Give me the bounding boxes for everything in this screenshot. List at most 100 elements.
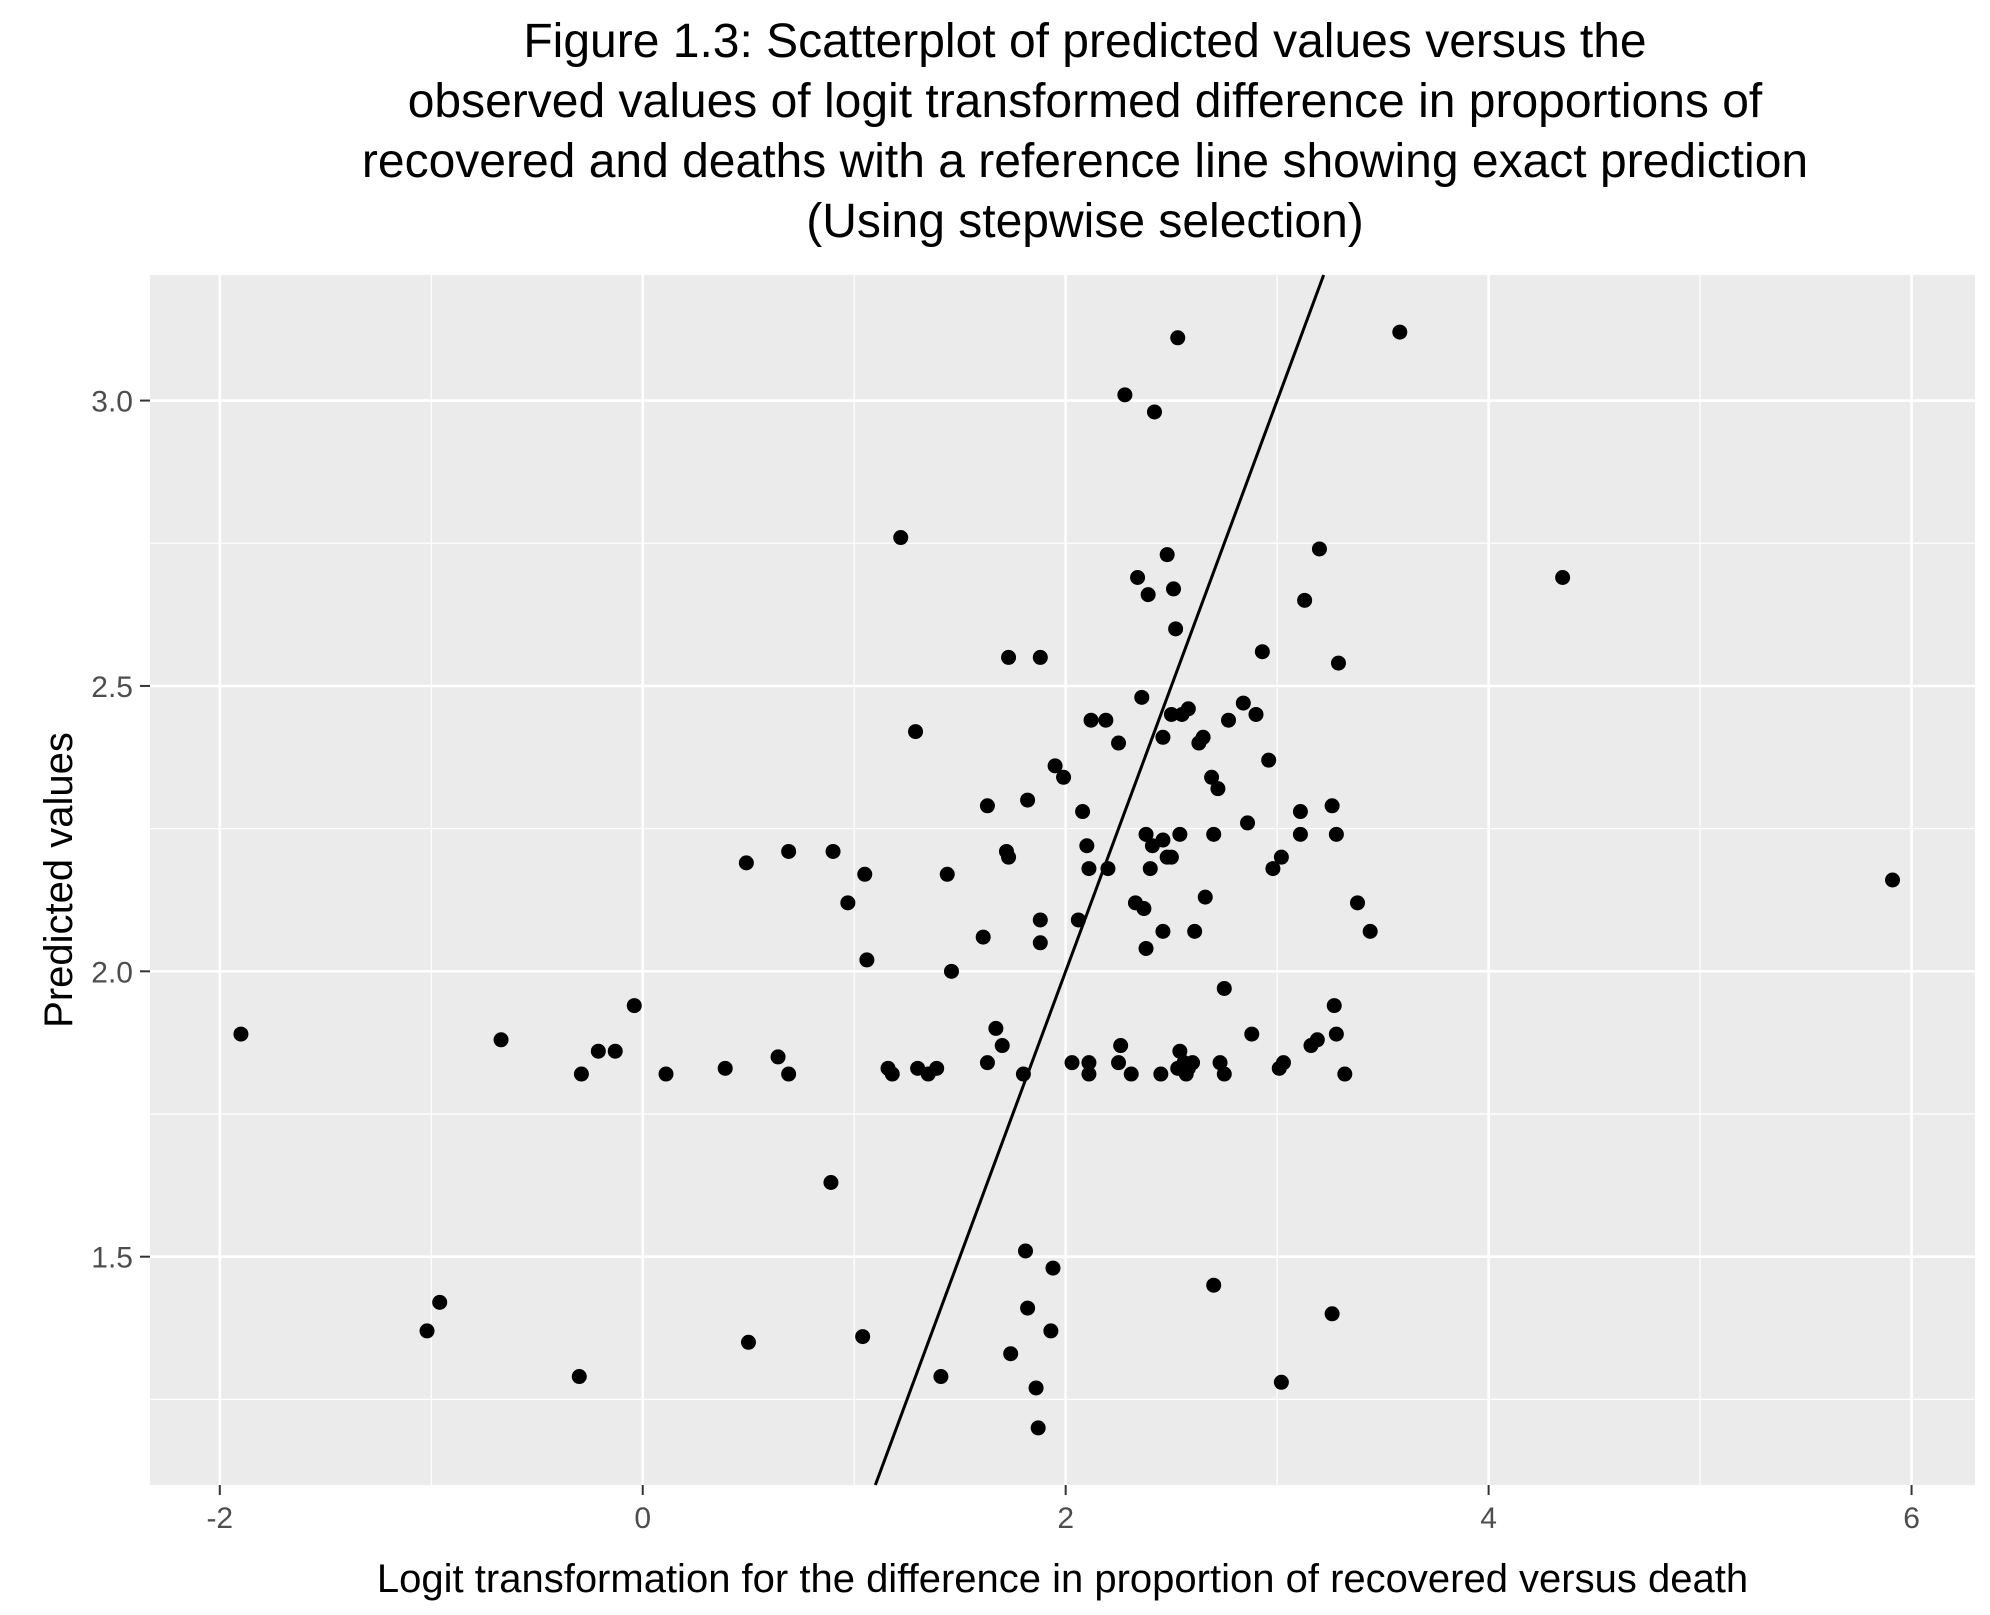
data-point [1324, 1306, 1340, 1322]
data-point [770, 1049, 786, 1065]
data-point [1297, 592, 1313, 608]
data-point [1273, 849, 1289, 865]
data-point [1330, 655, 1346, 671]
data-point [233, 1026, 249, 1042]
data-point [1117, 387, 1133, 403]
data-point [1111, 735, 1127, 751]
data-point [929, 1060, 945, 1076]
data-point [1265, 861, 1281, 877]
y-axis-label: Predicted values [37, 732, 81, 1028]
data-point [1350, 895, 1366, 911]
data-point [1185, 1055, 1201, 1071]
data-point [1180, 701, 1196, 717]
data-point [943, 963, 959, 979]
data-point [1111, 1055, 1127, 1071]
y-tick-label: 2.5 [91, 671, 133, 704]
data-point [1079, 838, 1095, 854]
data-point [1168, 621, 1184, 637]
data-point [738, 855, 754, 871]
data-point [1261, 752, 1277, 768]
data-point [432, 1294, 448, 1310]
data-point [823, 1175, 839, 1190]
data-point [1136, 901, 1152, 917]
data-point [939, 866, 955, 882]
data-point [607, 1043, 623, 1059]
data-point [1155, 923, 1171, 939]
data-point [1155, 729, 1171, 745]
data-point [893, 530, 909, 546]
data-point [840, 895, 856, 911]
x-tick-label: 6 [1903, 1502, 1920, 1535]
data-point [1216, 1066, 1232, 1082]
title-line-2: observed values of logit transformed dif… [407, 75, 1763, 128]
data-point [1240, 815, 1256, 831]
reference-line-group [873, 274, 1326, 1486]
data-point [658, 1066, 674, 1082]
data-point [1123, 1066, 1139, 1082]
data-point [1001, 649, 1017, 665]
data-point [1166, 581, 1182, 597]
minor-gridlines [150, 275, 1975, 1485]
data-point [1221, 712, 1237, 728]
data-point [1328, 1026, 1344, 1042]
data-point [1206, 826, 1222, 842]
data-point [626, 998, 642, 1014]
data-point [1130, 570, 1146, 585]
data-point [1254, 644, 1270, 660]
data-point [1362, 923, 1378, 939]
data-point [1098, 712, 1114, 728]
data-point [1309, 1032, 1325, 1048]
data-point [1140, 587, 1156, 603]
title-line-4: (Using stepwise selection) [806, 195, 1364, 248]
data-point [1292, 826, 1308, 842]
data-point [740, 1334, 756, 1350]
data-point [1070, 912, 1086, 928]
plot-panel [150, 275, 1975, 1485]
data-point [781, 1066, 797, 1082]
data-point [1159, 547, 1175, 563]
data-point [1020, 792, 1036, 808]
data-point [1134, 689, 1150, 705]
y-axis: 1.5 2.0 2.5 3.0 [91, 386, 150, 1275]
data-point [1206, 1277, 1222, 1293]
data-point [1204, 769, 1220, 785]
data-point [1172, 826, 1188, 842]
data-points [233, 324, 1901, 1436]
data-point [1392, 324, 1408, 340]
data-point [979, 1055, 995, 1071]
data-point [1187, 923, 1203, 939]
title-line-1: Figure 1.3: Scatterplot of predicted val… [523, 15, 1647, 68]
data-point [1017, 1243, 1033, 1259]
data-point [1075, 804, 1091, 820]
data-point [493, 1032, 509, 1048]
data-point [1081, 1066, 1097, 1082]
major-gridlines [150, 275, 1975, 1485]
data-point [1170, 330, 1186, 346]
data-point [1113, 1038, 1129, 1054]
data-point [1030, 1420, 1046, 1436]
data-point [1045, 1260, 1061, 1276]
data-point [1083, 712, 1099, 728]
data-point [1163, 849, 1179, 865]
data-point [1235, 695, 1251, 711]
data-point [979, 798, 995, 814]
x-tick-label: 4 [1480, 1502, 1497, 1535]
data-point [1056, 769, 1072, 785]
data-point [1337, 1066, 1353, 1082]
data-point [1142, 861, 1158, 877]
data-point [419, 1323, 435, 1339]
data-point [908, 724, 924, 740]
data-point [1081, 861, 1097, 877]
data-point [1172, 1043, 1188, 1059]
data-point [1138, 940, 1154, 956]
data-point [1244, 1026, 1260, 1042]
data-point [590, 1043, 606, 1059]
data-point [975, 929, 991, 945]
data-point [571, 1369, 587, 1385]
data-point [1028, 1380, 1044, 1396]
x-tick-label: -2 [206, 1502, 233, 1535]
x-axis: -2 0 2 4 6 [206, 1485, 1920, 1535]
data-point [855, 1329, 871, 1345]
data-point [1275, 1055, 1291, 1071]
